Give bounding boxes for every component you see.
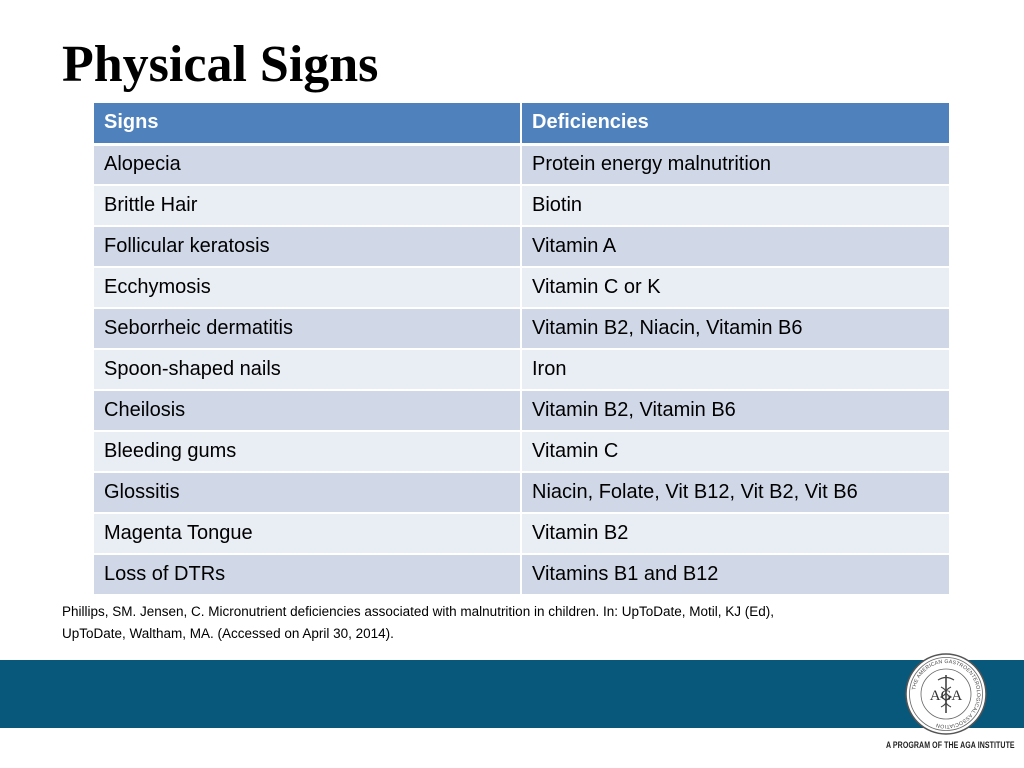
logo-text: AGA	[930, 688, 963, 704]
footer-band	[0, 660, 1024, 728]
sign-cell: Cheilosis	[94, 390, 522, 432]
table-row: Glossitis Niacin, Folate, Vit B12, Vit B…	[94, 472, 949, 514]
column-header-signs: Signs	[94, 103, 522, 146]
deficiency-cell: Vitamin B2, Niacin, Vitamin B6	[521, 308, 949, 350]
sign-cell: Loss of DTRs	[94, 554, 522, 596]
table-row: Cheilosis Vitamin B2, Vitamin B6	[94, 390, 949, 432]
sign-cell: Seborrheic dermatitis	[94, 308, 522, 350]
table-row: Follicular keratosis Vitamin A	[94, 226, 949, 268]
sign-cell: Follicular keratosis	[94, 226, 522, 268]
deficiency-cell: Vitamin B2, Vitamin B6	[521, 390, 949, 432]
sign-cell: Spoon-shaped nails	[94, 349, 522, 391]
table-row: Loss of DTRs Vitamins B1 and B12	[94, 554, 949, 596]
deficiency-cell: Protein energy malnutrition	[521, 144, 949, 186]
citation: Phillips, SM. Jensen, C. Micronutrient d…	[62, 601, 942, 645]
table-row: Ecchymosis Vitamin C or K	[94, 267, 949, 309]
table-row: Magenta Tongue Vitamin B2	[94, 513, 949, 555]
deficiency-cell: Vitamin C or K	[521, 267, 949, 309]
deficiency-cell: Biotin	[521, 185, 949, 227]
table-row: Bleeding gums Vitamin C	[94, 431, 949, 473]
deficiency-cell: Vitamin B2	[521, 513, 949, 555]
sign-cell: Alopecia	[94, 144, 522, 186]
citation-line-1: Phillips, SM. Jensen, C. Micronutrient d…	[62, 604, 775, 619]
deficiency-cell: Iron	[521, 349, 949, 391]
sign-cell: Ecchymosis	[94, 267, 522, 309]
slide-title: Physical Signs	[62, 36, 379, 93]
column-header-deficiencies: Deficiencies	[521, 103, 949, 146]
table-row: Brittle Hair Biotin	[94, 185, 949, 227]
deficiency-cell: Vitamin A	[521, 226, 949, 268]
sign-cell: Magenta Tongue	[94, 513, 522, 555]
program-tagline: A PROGRAM OF THE AGA INSTITUTE	[886, 740, 1015, 750]
sign-cell: Brittle Hair	[94, 185, 522, 227]
table-row: Alopecia Protein energy malnutrition	[94, 144, 949, 186]
table-row: Spoon-shaped nails Iron	[94, 349, 949, 391]
table-header-row: Signs Deficiencies	[94, 103, 949, 146]
sign-cell: Bleeding gums	[94, 431, 522, 473]
sign-cell: Glossitis	[94, 472, 522, 514]
deficiency-cell: Niacin, Folate, Vit B12, Vit B2, Vit B6	[521, 472, 949, 514]
caduceus-icon	[937, 675, 955, 713]
aga-seal-logo: THE AMERICAN GASTROENTEROLOGICAL ASSOCIA…	[905, 653, 987, 735]
deficiency-cell: Vitamin C	[521, 431, 949, 473]
deficiency-cell: Vitamins B1 and B12	[521, 554, 949, 596]
citation-line-2: UpToDate, Waltham, MA. (Accessed on Apri…	[62, 626, 394, 641]
table-row: Seborrheic dermatitis Vitamin B2, Niacin…	[94, 308, 949, 350]
signs-deficiencies-table: Signs Deficiencies Alopecia Protein ener…	[94, 103, 949, 596]
